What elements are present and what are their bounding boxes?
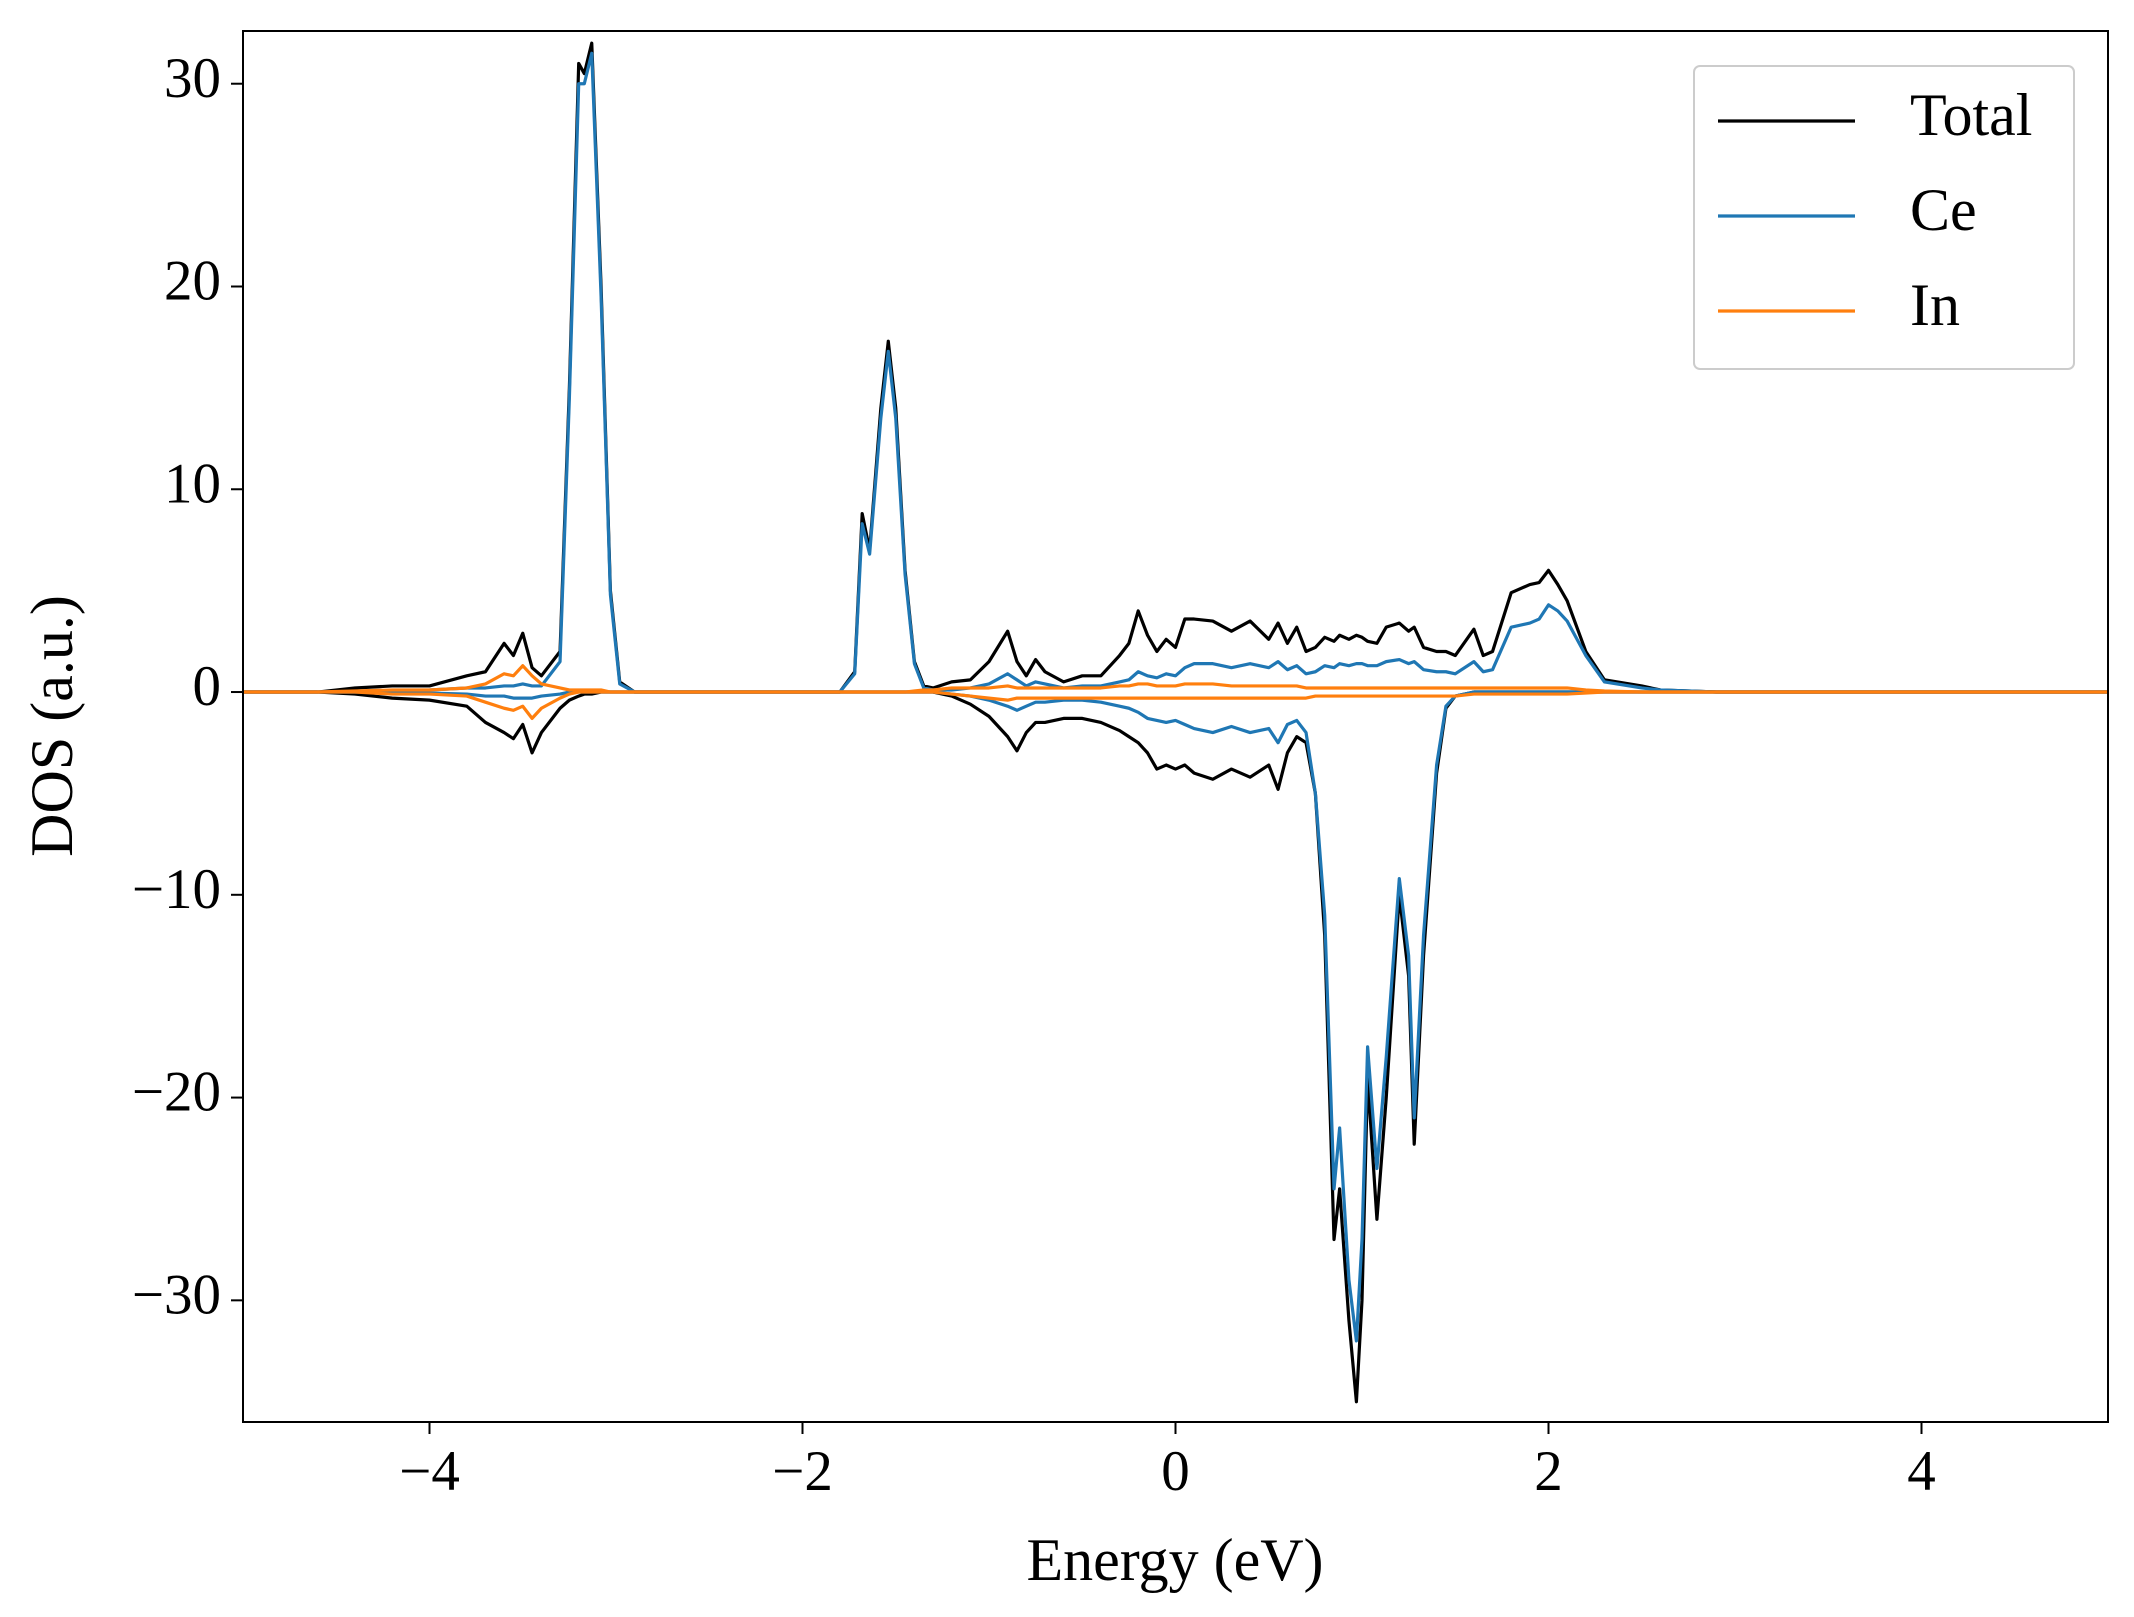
- y-tick-label: −10: [132, 858, 221, 921]
- dos-line: [243, 664, 2108, 694]
- y-axis-label: DOS (a.u.): [19, 595, 85, 857]
- x-axis-label: Energy (eV): [1026, 1527, 1323, 1593]
- y-tick-label: −20: [132, 1061, 221, 1124]
- legend-label: In: [1910, 272, 1960, 338]
- x-tick-label: 4: [1907, 1440, 1936, 1503]
- dos-line: [243, 690, 2108, 720]
- x-tick-label: 0: [1161, 1440, 1190, 1503]
- legend-box: [1693, 65, 2075, 370]
- y-tick-label: −30: [132, 1263, 221, 1326]
- axes-frame: [242, 30, 2109, 1423]
- x-tick-label: −4: [399, 1440, 460, 1503]
- dos-line: [243, 690, 2108, 1343]
- x-tick-label: 2: [1534, 1440, 1563, 1503]
- dos-line: [243, 41, 2108, 694]
- plot-area: [243, 41, 2108, 1404]
- legend-label: Total: [1910, 82, 2032, 148]
- y-tick-label: 10: [164, 452, 221, 515]
- x-tick-label: −2: [772, 1440, 833, 1503]
- legend-label: Ce: [1910, 177, 1977, 243]
- y-tick-label: 20: [164, 250, 221, 313]
- dos-line: [243, 51, 2108, 694]
- y-tick-label: 30: [164, 47, 221, 110]
- dos-line: [243, 690, 2108, 1404]
- y-tick-label: 0: [193, 655, 222, 718]
